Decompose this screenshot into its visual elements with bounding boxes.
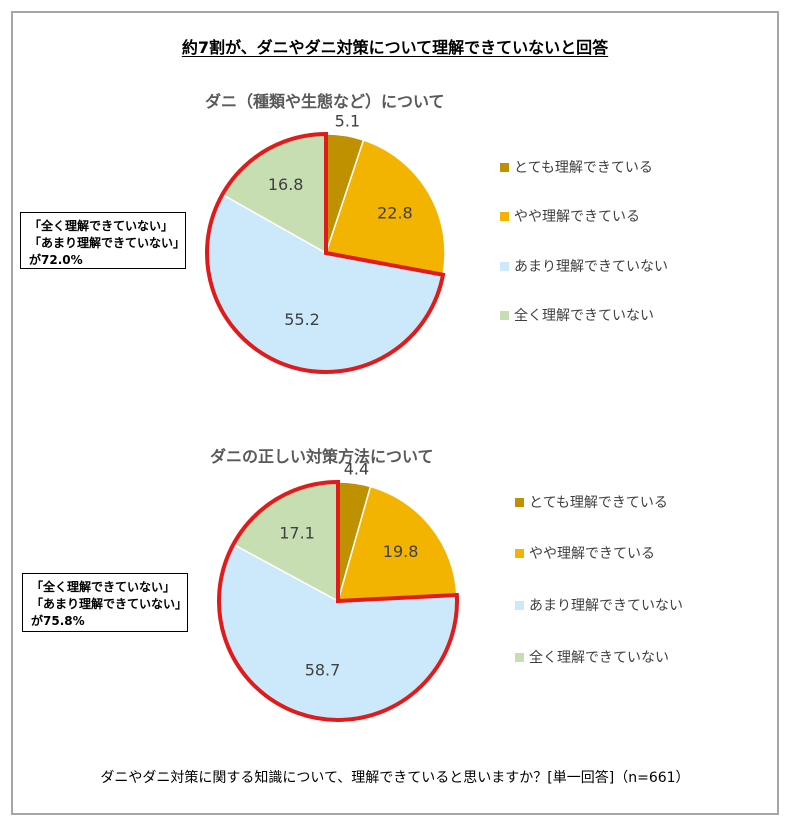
pie-1-legend-item-4: 全く理解できていない [500, 305, 654, 325]
survey-footnote: ダニやダニ対策に関する知識について、理解できていると思いますか？[単一回答]（n… [100, 770, 690, 786]
pie-1-legend-swatch-2 [500, 211, 509, 221]
pie-1-legend-label-2: やや理解できている [514, 209, 640, 225]
pie-1-legend-swatch-1 [500, 162, 509, 172]
pie-2-callout-line-2: 「あまり理解できていない」 [31, 597, 188, 611]
pie-1-legend-item-2: やや理解できている [500, 206, 640, 226]
pie-1-data-label-3: 55.2 [284, 310, 320, 329]
pie-2-data-label-4: 17.1 [279, 523, 315, 542]
pie-2-callout-line-3: が75.8% [31, 614, 85, 628]
pie-1-legend-label-1: とても理解できている [514, 160, 653, 176]
pie-2-legend-label-2: やや理解できている [529, 546, 655, 562]
pie-1-callout: 「全く理解できていない」 「あまり理解できていない」 が72.0% [20, 212, 186, 269]
pie-2-legend-swatch-3 [515, 600, 524, 610]
pie-1-data-label-4: 16.8 [268, 175, 304, 194]
pie-2-data-label-1: 4.4 [344, 459, 369, 478]
pie-1-legend-swatch-4 [500, 310, 509, 320]
pie-2-callout-line-1: 「全く理解できていない」 [31, 580, 176, 594]
pie-1-legend-item-3: あまり理解できていない [500, 256, 668, 276]
pie-1-data-label-2: 22.8 [377, 203, 413, 222]
pie-2-legend-swatch-4 [515, 652, 524, 662]
pie-1-legend-item-1: とても理解できている [500, 157, 653, 177]
pie-1-data-label-1: 5.1 [335, 112, 360, 131]
pie-2-data-label-2: 19.8 [383, 542, 419, 561]
pie-2-title: ダニの正しい対策方法について [210, 447, 434, 466]
pie-1-slice-2 [325, 139, 446, 276]
pie-2-slice-2 [336, 485, 458, 602]
pie-2-legend-label-3: あまり理解できていない [529, 598, 683, 614]
pie-2-legend-swatch-2 [515, 548, 524, 558]
pie-2-legend-label-1: とても理解できている [529, 495, 668, 511]
pie-2-legend-item-1: とても理解できている [515, 492, 668, 512]
pie-1-legend-swatch-3 [500, 261, 509, 271]
pie-2-legend-swatch-1 [515, 497, 524, 507]
pie-1-callout-line-2: 「あまり理解できていない」 [29, 236, 186, 250]
pie-1-legend-label-3: あまり理解できていない [514, 259, 668, 275]
pie-1-title: ダニ（種類や生態など）について [205, 92, 445, 111]
chart-main-title: 約7割が、ダニやダニ対策について理解できていないと回答 [181, 38, 609, 57]
pie-1-callout-line-1: 「全く理解できていない」 [29, 219, 174, 233]
pie-2-callout: 「全く理解できていない」 「あまり理解できていない」 が75.8% [22, 573, 188, 632]
pie-2-legend-item-2: やや理解できている [515, 543, 655, 563]
pie-1-highlight-outline [205, 131, 446, 374]
pie-2-data-label-3: 58.7 [305, 660, 341, 679]
pie-2-legend-item-3: あまり理解できていない [515, 595, 683, 615]
pie-2-highlight-outline [217, 479, 459, 722]
pie-1-legend-label-4: 全く理解できていない [514, 308, 654, 324]
pie-2-legend-item-4: 全く理解できていない [515, 647, 669, 667]
pie-2-legend-label-4: 全く理解できていない [529, 650, 669, 666]
pie-1-callout-line-3: が72.0% [29, 253, 83, 267]
